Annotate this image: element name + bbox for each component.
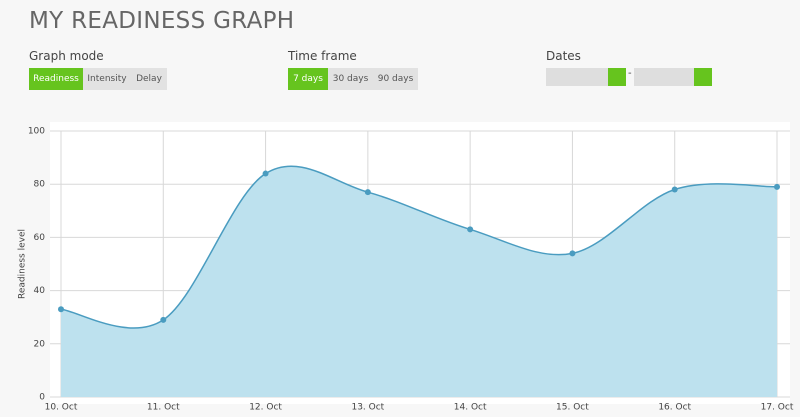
calendar-button[interactable] [694, 68, 712, 86]
data-point [671, 186, 678, 193]
calendar-button[interactable] [608, 68, 626, 86]
option-button[interactable]: 90 days [373, 68, 418, 90]
x-tick-label: 14. Oct [454, 403, 487, 413]
date-separator: - [628, 68, 632, 79]
x-tick-label: 12. Oct [249, 403, 282, 413]
x-tick-label: 11. Oct [147, 403, 180, 413]
y-axis-title: Readiness level [18, 229, 28, 299]
y-tick-label: 60 [34, 233, 46, 243]
data-point [262, 170, 269, 177]
x-tick-label: 13. Oct [351, 403, 384, 413]
y-tick-label: 0 [39, 393, 45, 403]
data-point [774, 183, 780, 190]
y-tick-label: 20 [34, 339, 46, 349]
option-button[interactable]: Intensity [83, 68, 131, 90]
option-button[interactable]: 7 days [288, 68, 328, 90]
x-tick-label: 15. Oct [556, 403, 589, 413]
control-label: Graph mode [29, 49, 104, 63]
x-tick-label: 16. Oct [658, 403, 691, 413]
option-button[interactable]: Delay [131, 68, 167, 90]
dates-label: Dates [546, 49, 581, 63]
y-tick-label: 100 [28, 127, 45, 137]
y-tick-label: 80 [34, 180, 46, 190]
date-input[interactable] [634, 68, 694, 86]
x-tick-label: 10. Oct [45, 403, 78, 413]
data-point [160, 316, 167, 323]
area-fill [61, 166, 777, 397]
data-point [364, 189, 371, 196]
x-tick-label: 17. Oct [761, 403, 794, 413]
data-point [467, 226, 474, 233]
area-line [60, 165, 778, 329]
option-button[interactable]: 30 days [328, 68, 373, 90]
data-point [569, 250, 576, 257]
control-label: Time frame [288, 49, 357, 63]
date-input[interactable] [546, 68, 608, 86]
data-point [58, 306, 64, 313]
y-tick-label: 40 [34, 286, 46, 296]
page-title: MY READINESS GRAPH [29, 8, 295, 34]
option-button[interactable]: Readiness [29, 68, 83, 90]
